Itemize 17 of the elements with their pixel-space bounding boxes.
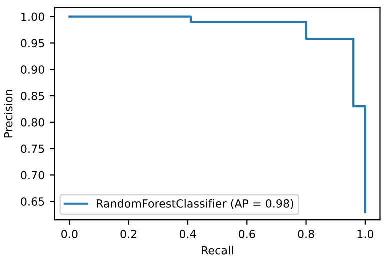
x-tick-label: 0.6 bbox=[239, 230, 256, 238]
y-tick-label: 0.95 bbox=[21, 39, 44, 48]
y-tick-label: 0.65 bbox=[21, 198, 44, 206]
y-tick-label: 0.75 bbox=[21, 144, 44, 154]
x-tick-label: 0.4 bbox=[180, 230, 196, 238]
y-axis-title: Precision bbox=[4, 90, 13, 138]
y-tick-label: 0.70 bbox=[21, 171, 44, 180]
y-tick-label: 1.00 bbox=[22, 12, 44, 22]
x-tick-label: 0.0 bbox=[62, 230, 78, 238]
legend-label: RandomForestClassifier (AP = 0.98) bbox=[97, 199, 294, 210]
y-tick-label: 0.80 bbox=[21, 118, 44, 127]
x-tick-label: 1.0 bbox=[358, 230, 374, 238]
y-tick-label: 0.90 bbox=[21, 66, 44, 74]
x-tick-label: 0.8 bbox=[298, 230, 314, 238]
x-axis-title: Recall bbox=[202, 246, 234, 255]
y-tick-label: 0.85 bbox=[21, 92, 44, 100]
x-tick-label: 0.2 bbox=[120, 230, 137, 238]
